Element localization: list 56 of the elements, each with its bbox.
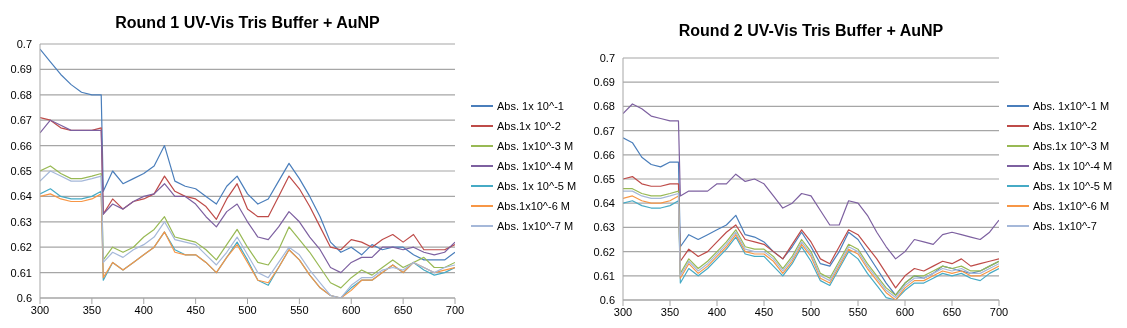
y-tick-label: 0.68 (10, 88, 32, 101)
y-tick-label: 0.69 (10, 63, 32, 76)
y-tick-label: 0.61 (593, 269, 615, 282)
legend-label: Abs.1x 10^-2 (497, 120, 561, 132)
legend-label: Abs. 1x10^-4 M (497, 160, 574, 172)
x-tick-label: 550 (290, 303, 309, 316)
x-tick-label: 300 (30, 303, 50, 316)
x-tick-label: 500 (801, 305, 821, 318)
x-tick-label: 550 (848, 305, 868, 318)
y-tick-label: 0.63 (10, 215, 32, 228)
y-tick-label: 0.64 (10, 190, 32, 203)
legend-label: Abs. 1x10^-7 M (497, 220, 574, 232)
legend-label: Abs.1x 10^-3 M (1033, 140, 1110, 152)
x-tick-label: 650 (393, 303, 413, 316)
y-tick-label: 0.66 (593, 148, 615, 161)
y-tick-label: 0.65 (10, 164, 32, 177)
y-tick-label: 0.6 (16, 291, 32, 304)
legend-label: Abs. 1x10^-1 M (1033, 100, 1110, 112)
legend-label: Abs. 1x10^-7 (1033, 220, 1097, 232)
y-tick-label: 0.63 (593, 221, 615, 234)
y-tick-label: 0.64 (593, 197, 615, 210)
legend-label: Abs. 1x 10^-4 M (1033, 160, 1113, 172)
x-tick-label: 500 (238, 303, 257, 316)
legend-label: Abs. 1x 10^-5 M (497, 180, 577, 192)
y-tick-label: 0.69 (593, 76, 615, 89)
x-tick-label: 600 (895, 305, 915, 318)
x-tick-label: 700 (445, 303, 465, 316)
y-tick-label: 0.67 (10, 114, 32, 127)
x-tick-label: 450 (186, 303, 205, 316)
x-tick-label: 700 (989, 305, 1009, 318)
y-tick-label: 0.61 (10, 266, 32, 279)
x-tick-label: 350 (82, 303, 102, 316)
x-tick-label: 350 (660, 305, 680, 318)
y-tick-label: 0.67 (593, 124, 615, 137)
legend-label: Abs. 1x 10^-1 (497, 100, 564, 112)
legend-label: Abs. 1x10^-2 (1033, 120, 1097, 132)
y-tick-label: 0.65 (593, 172, 615, 185)
legend-label: Abs. 1x10^-6 M (1033, 200, 1110, 212)
y-tick-label: 0.7 (599, 51, 615, 64)
y-tick-label: 0.68 (593, 100, 615, 113)
x-tick-label: 450 (754, 305, 774, 318)
x-tick-label: 600 (342, 303, 361, 316)
chart-title: Round 2 UV-Vis Tris Buffer + AuNP (677, 22, 945, 40)
chart-title: Round 1 UV-Vis Tris Buffer + AuNP (114, 14, 381, 32)
y-tick-label: 0.66 (10, 139, 32, 152)
legend-label: Abs. 1x 10^-5 M (1033, 180, 1113, 192)
legend-label: Abs.1x10^-6 M (497, 200, 571, 212)
x-tick-label: 300 (613, 305, 633, 318)
y-tick-label: 0.6 (599, 293, 615, 306)
y-tick-label: 0.62 (593, 245, 615, 258)
y-tick-label: 0.7 (16, 37, 32, 50)
x-tick-label: 650 (942, 305, 962, 318)
x-tick-label: 400 (707, 305, 727, 318)
y-tick-label: 0.62 (10, 241, 32, 254)
x-tick-label: 400 (134, 303, 153, 316)
legend-label: Abs. 1x10^-3 M (497, 140, 574, 152)
